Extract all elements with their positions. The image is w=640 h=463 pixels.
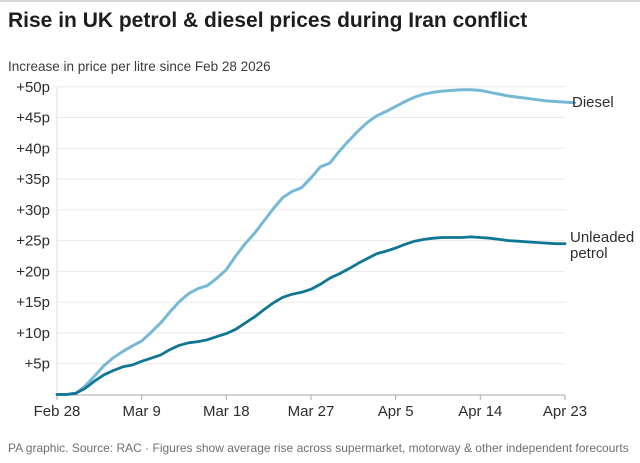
diesel-line [55, 88, 576, 396]
unleaded-petrol-series-label: Unleaded petrol [570, 229, 635, 262]
y-tick-label: +20p [16, 263, 50, 280]
y-tick-label: +5p [25, 356, 50, 373]
y-tick-label: +35p [16, 171, 50, 188]
x-tick-label: Apr 23 [543, 403, 587, 420]
chart-subtitle: Increase in price per litre since Feb 28… [8, 59, 271, 74]
chart-canvas: +5p +10p +15p +20p +25p +30p +35p +40p +45p +50p F… [16, 79, 587, 420]
x-tick-label: Apr 14 [458, 403, 502, 420]
source-credit: PA graphic. Source: RAC · Figures show a… [8, 441, 629, 455]
page-title: Rise in UK petrol & diesel prices during… [8, 9, 528, 32]
y-tick-label: +10p [16, 325, 50, 342]
x-tick-label: Mar 18 [203, 403, 250, 420]
diesel-series-label: Diesel [572, 94, 614, 111]
y-tick-label: +50p [16, 79, 50, 96]
price-rise-chart: +5p +10p +15p +20p +25p +30p +35p +40p +45p +50p F… [0, 2, 640, 432]
x-tick-label: Feb 28 [34, 403, 81, 420]
y-tick-label: +15p [16, 294, 50, 311]
x-tick-label: Apr 5 [378, 403, 414, 420]
y-tick-label: +30p [16, 202, 50, 219]
y-tick-label: +45p [16, 110, 50, 127]
x-tick-label: Mar 27 [288, 403, 335, 420]
y-tick-label: +40p [16, 140, 50, 157]
unleaded-petrol-line [55, 235, 567, 396]
y-tick-label: +25p [16, 233, 50, 250]
x-tick-label: Mar 9 [123, 403, 161, 420]
